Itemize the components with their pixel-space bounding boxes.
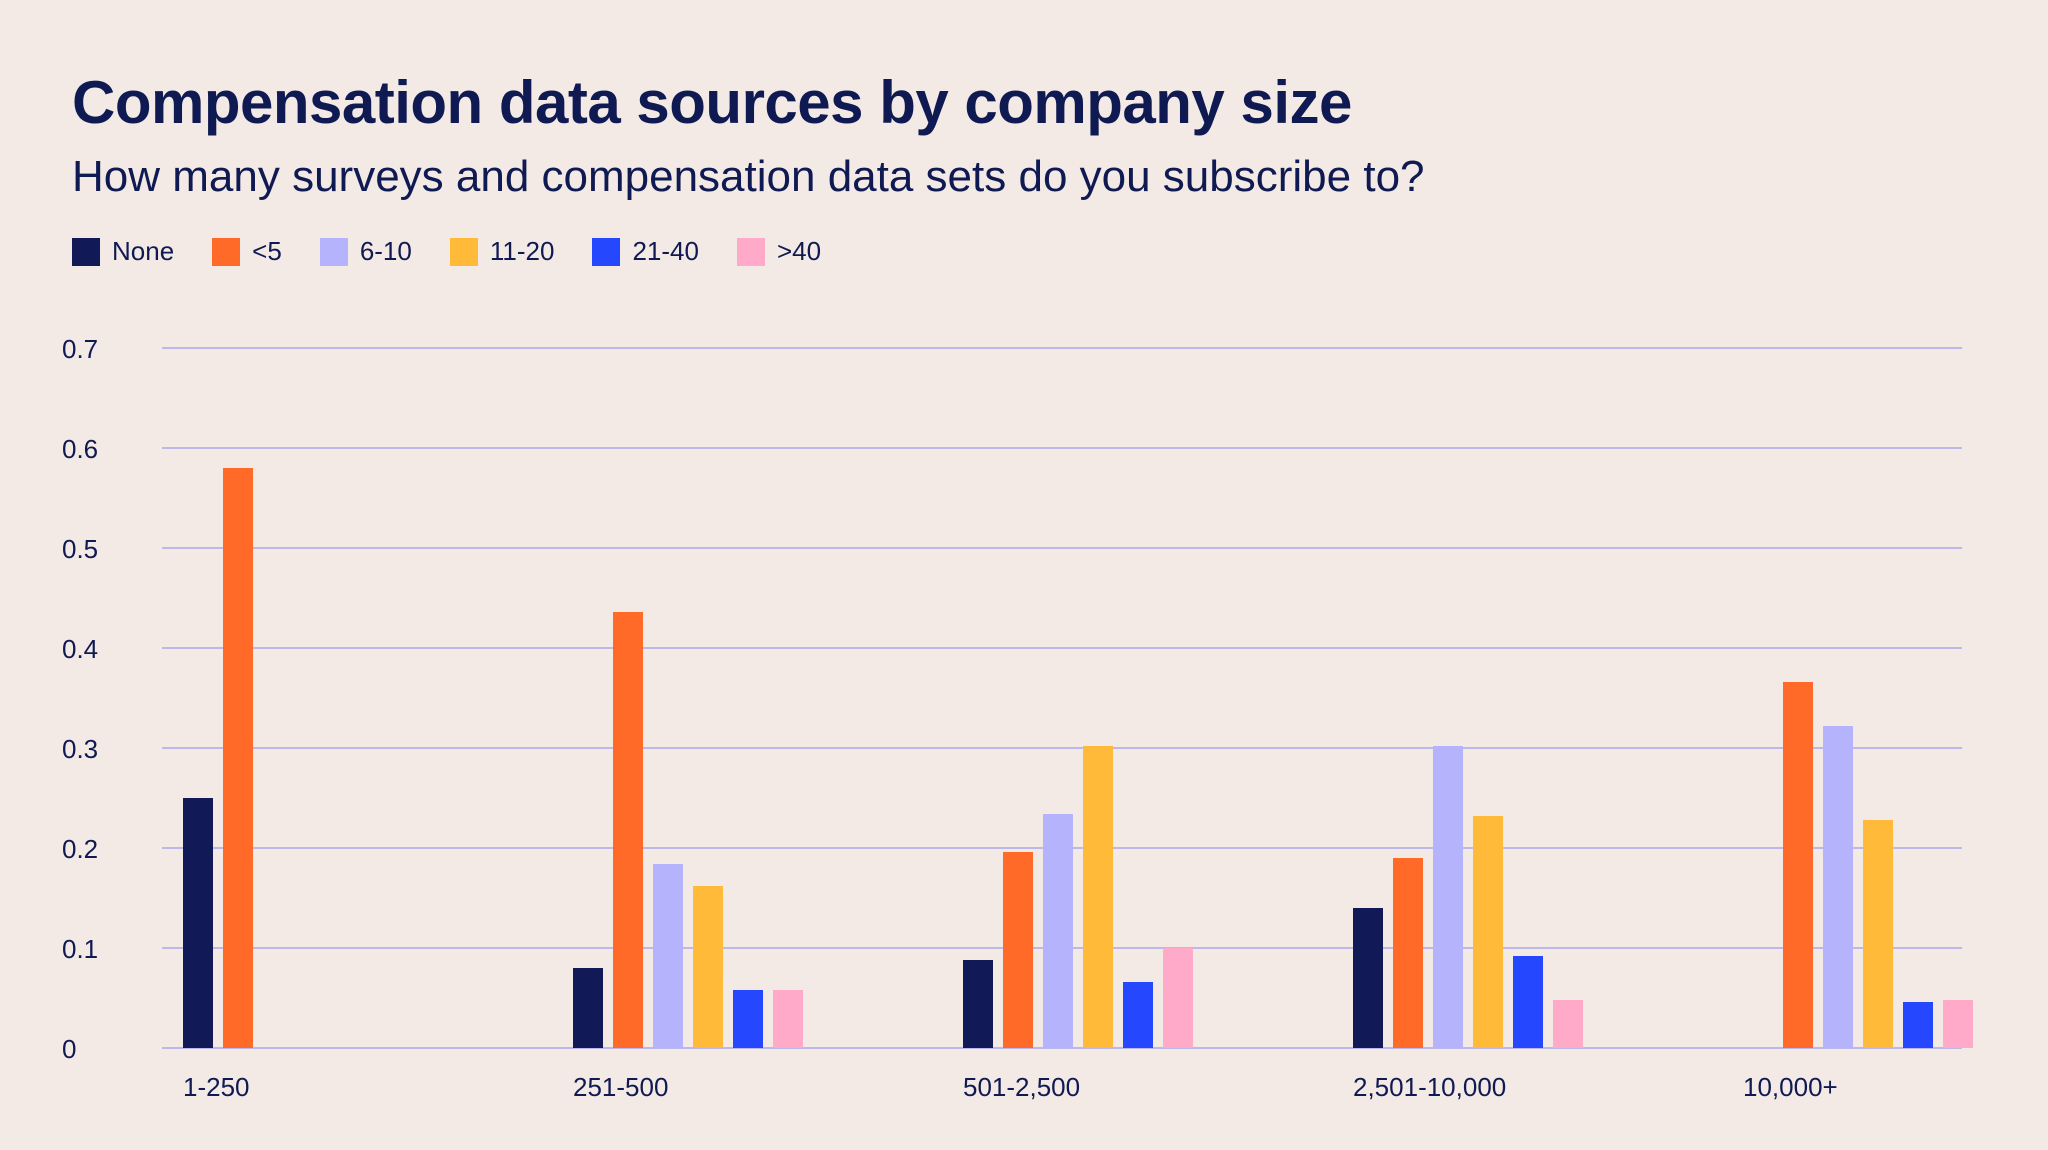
legend: None <5 6-10 11-20 21-40 >40: [72, 236, 859, 267]
legend-swatch-none: [72, 237, 100, 266]
bar-10000-5: [1943, 1000, 1973, 1048]
y-axis-ticks: 0 0.1 0.2 0.3 0.4 0.5 0.6 0.7: [62, 334, 98, 1064]
chart-subtitle: How many surveys and compensation data s…: [72, 152, 1425, 201]
bar-250110000-3: [1473, 816, 1503, 1048]
bar-251500-1: [613, 612, 643, 1048]
legend-item-none: None: [72, 236, 174, 267]
bar-251500-2: [653, 864, 683, 1048]
bar-5012500-1: [1003, 852, 1033, 1048]
bar-5012500-2: [1043, 814, 1073, 1048]
x-tick-label: 501-2,500: [963, 1072, 1080, 1102]
legend-item-lt5: <5: [212, 236, 282, 267]
legend-label-11-20: 11-20: [489, 236, 555, 266]
y-tick-label: 0.4: [62, 634, 98, 664]
bar-250110000-2: [1433, 746, 1463, 1048]
legend-item-21-40: 21-40: [592, 236, 699, 267]
legend-item-6-10: 6-10: [319, 236, 412, 267]
bar-10000-4: [1903, 1002, 1933, 1048]
bar-10000-3: [1863, 820, 1893, 1048]
bar-1250-0: [183, 798, 213, 1048]
y-tick-label: 0.6: [62, 434, 98, 464]
legend-swatch-6-10: [319, 237, 348, 266]
y-tick-label: 0.7: [62, 334, 98, 364]
bar-251500-3: [693, 886, 723, 1048]
bar-251500-5: [773, 990, 803, 1048]
chart-title: Compensation data sources by company siz…: [72, 69, 1352, 136]
legend-swatch-gt40: [736, 237, 765, 266]
y-tick-label: 0.5: [62, 534, 98, 564]
legend-item-gt40: >40: [736, 236, 822, 267]
bar-5012500-0: [963, 960, 993, 1048]
bar-251500-4: [733, 990, 763, 1048]
y-tick-label: 0.1: [62, 934, 98, 964]
bar-250110000-4: [1513, 956, 1543, 1048]
legend-label-lt5: <5: [252, 236, 282, 266]
x-tick-label: 10,000+: [1743, 1072, 1838, 1102]
legend-swatch-21-40: [592, 237, 621, 266]
bar-10000-1: [1783, 682, 1813, 1048]
legend-label-6-10: 6-10: [359, 236, 412, 266]
bar-250110000-5: [1553, 1000, 1583, 1048]
x-tick-label: 2,501-10,000: [1353, 1072, 1506, 1102]
bar-5012500-3: [1083, 746, 1113, 1048]
legend-label-gt40: >40: [776, 236, 822, 266]
bar-250110000-0: [1353, 908, 1383, 1048]
legend-swatch-11-20: [449, 237, 478, 266]
y-tick-label: 0.3: [62, 734, 98, 764]
x-axis-ticks: 1-250 251-500 501-2,500 2,501-10,000 10,000+: [183, 1072, 1838, 1102]
bar-10000-2: [1823, 726, 1853, 1048]
bar-1250-1: [223, 468, 253, 1048]
y-tick-label: 0: [62, 1034, 76, 1064]
legend-label-21-40: 21-40: [632, 236, 699, 266]
legend-swatch-lt5: [212, 237, 241, 266]
y-tick-label: 0.2: [62, 834, 98, 864]
bar-250110000-1: [1393, 858, 1423, 1048]
bar-251500-0: [573, 968, 603, 1048]
bar-5012500-5: [1163, 948, 1193, 1048]
legend-label-none: None: [112, 236, 175, 266]
bars: [183, 468, 1973, 1048]
x-tick-label: 1-250: [183, 1072, 250, 1102]
x-tick-label: 251-500: [573, 1072, 668, 1102]
bar-5012500-4: [1123, 982, 1153, 1048]
legend-item-11-20: 11-20: [449, 236, 555, 267]
